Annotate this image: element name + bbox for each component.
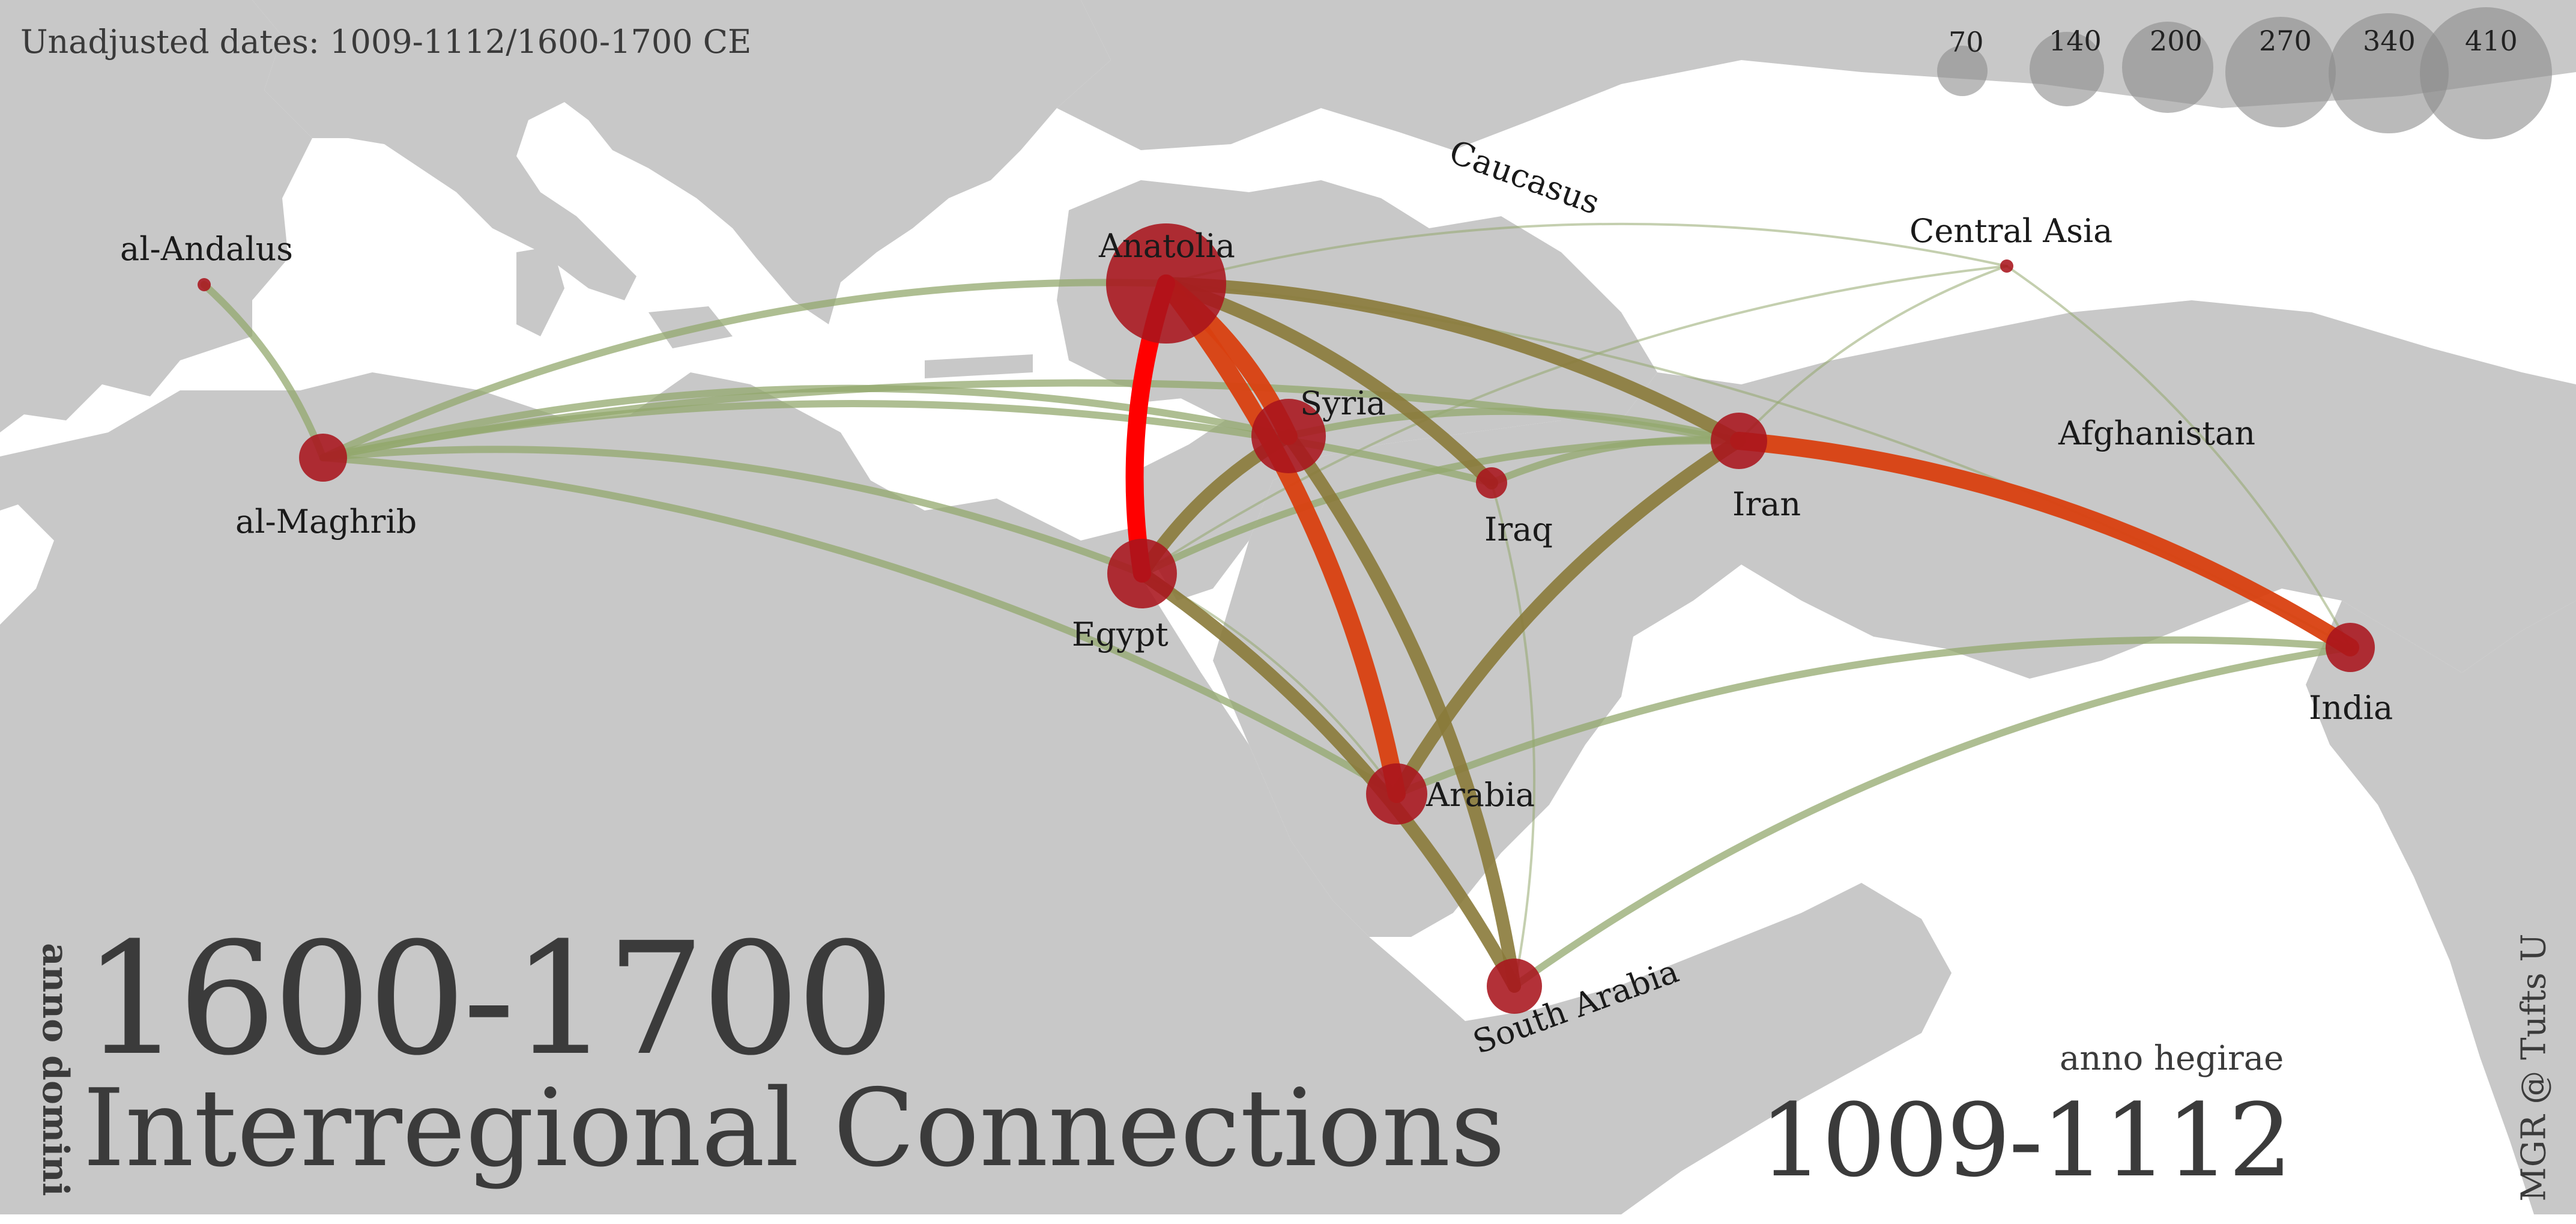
connection-egypt-iran	[1138, 437, 1743, 577]
legend-label-340: 340	[2363, 25, 2416, 57]
label-india: India	[2309, 689, 2393, 727]
node-syria[interactable]	[1251, 399, 1326, 473]
anno-domini-label: anno domini	[34, 943, 76, 1196]
connection-egypt-south-arabia	[1135, 567, 1521, 993]
node-iraq[interactable]	[1476, 467, 1507, 498]
land-europe	[252, 0, 1111, 324]
node-al-andalus[interactable]	[198, 278, 211, 291]
connection-al-maghrib-arabia	[319, 454, 1400, 798]
connection-anatolia-arabia	[1157, 274, 1406, 803]
connection-south-arabia-india	[1511, 644, 2354, 990]
connection-iraq-south-arabia	[1490, 482, 1536, 987]
node-al-maghrib[interactable]	[299, 434, 347, 482]
legend-label-270: 270	[2259, 25, 2312, 57]
page-title: Interregional Connections	[83, 1066, 1505, 1190]
connection-syria-south-arabia	[1282, 429, 1521, 993]
region-nodes	[198, 223, 2375, 1014]
land-sardinia	[516, 246, 564, 336]
label-afghanistan: Afghanistan	[2058, 414, 2255, 452]
legend-label-410: 410	[2465, 25, 2518, 57]
size-legend: 70 140 200 270 340 410	[1937, 7, 2552, 139]
credit-label: MGR @ Tufts U	[2514, 933, 2554, 1202]
connection-iran-central-asia	[1738, 265, 2008, 442]
connection-central-asia-india	[2006, 265, 2351, 649]
node-iran[interactable]	[1711, 413, 1767, 469]
legend-circle-340	[2329, 13, 2449, 133]
connection-egypt-central-asia	[1141, 265, 2008, 575]
legend-circle-140	[2030, 32, 2104, 106]
connection-arabia-iran	[1390, 434, 1746, 801]
land-iberia	[0, 0, 312, 432]
label-egypt: Egypt	[1072, 616, 1169, 653]
connection-anatolia-iran	[1160, 277, 1746, 447]
legend-circle-270	[2225, 17, 2336, 127]
anno-hegirae-label: anno hegirae	[2060, 1039, 2284, 1078]
legend-circle-70	[1937, 46, 1988, 96]
land-crete	[925, 354, 1033, 378]
label-al-andalus: al-Andalus	[120, 230, 293, 268]
legend-label-140: 140	[2049, 25, 2102, 57]
node-egypt[interactable]	[1107, 539, 1177, 608]
land-india	[2306, 601, 2576, 1214]
connection-syria-iran	[1285, 407, 1743, 444]
node-india[interactable]	[2326, 623, 2375, 672]
connection-al-maghrib-egypt	[319, 446, 1146, 577]
legend-label-200: 200	[2150, 25, 2203, 57]
connection-al-maghrib-anatolia	[319, 279, 1170, 461]
legend-circle-200	[2122, 22, 2213, 113]
label-iran: Iran	[1732, 485, 1801, 523]
land-north-africa	[0, 372, 1952, 1214]
label-al-maghrib: al-Maghrib	[235, 503, 417, 541]
connection-anatolia-central-asia	[1165, 222, 2008, 285]
dates-note: Unadjusted dates: 1009-1112/1600-1700 CE	[20, 23, 752, 61]
ad-years-heading: 1600-1700	[83, 909, 895, 1089]
legend-label-70: 70	[1949, 26, 1984, 58]
connection-al-andalus-al-maghrib	[201, 281, 327, 461]
ah-years-heading: 1009-1112	[1759, 1082, 2293, 1199]
node-south-arabia[interactable]	[1487, 959, 1542, 1014]
connection-iran-india	[1730, 432, 2359, 656]
label-arabia: Arabia	[1426, 776, 1535, 814]
node-anatolia[interactable]	[1106, 223, 1226, 344]
label-syria: Syria	[1300, 384, 1386, 422]
label-caucasus: Caucasus	[1445, 133, 1605, 222]
node-central-asia[interactable]	[2000, 259, 2013, 273]
label-central-asia: Central Asia	[1909, 212, 2112, 250]
node-arabia[interactable]	[1366, 763, 1427, 825]
label-iraq: Iraq	[1484, 511, 1553, 548]
label-anatolia: Anatolia	[1098, 227, 1235, 265]
legend-circle-410	[2420, 7, 2552, 139]
connection-arabia-india	[1393, 636, 2354, 798]
